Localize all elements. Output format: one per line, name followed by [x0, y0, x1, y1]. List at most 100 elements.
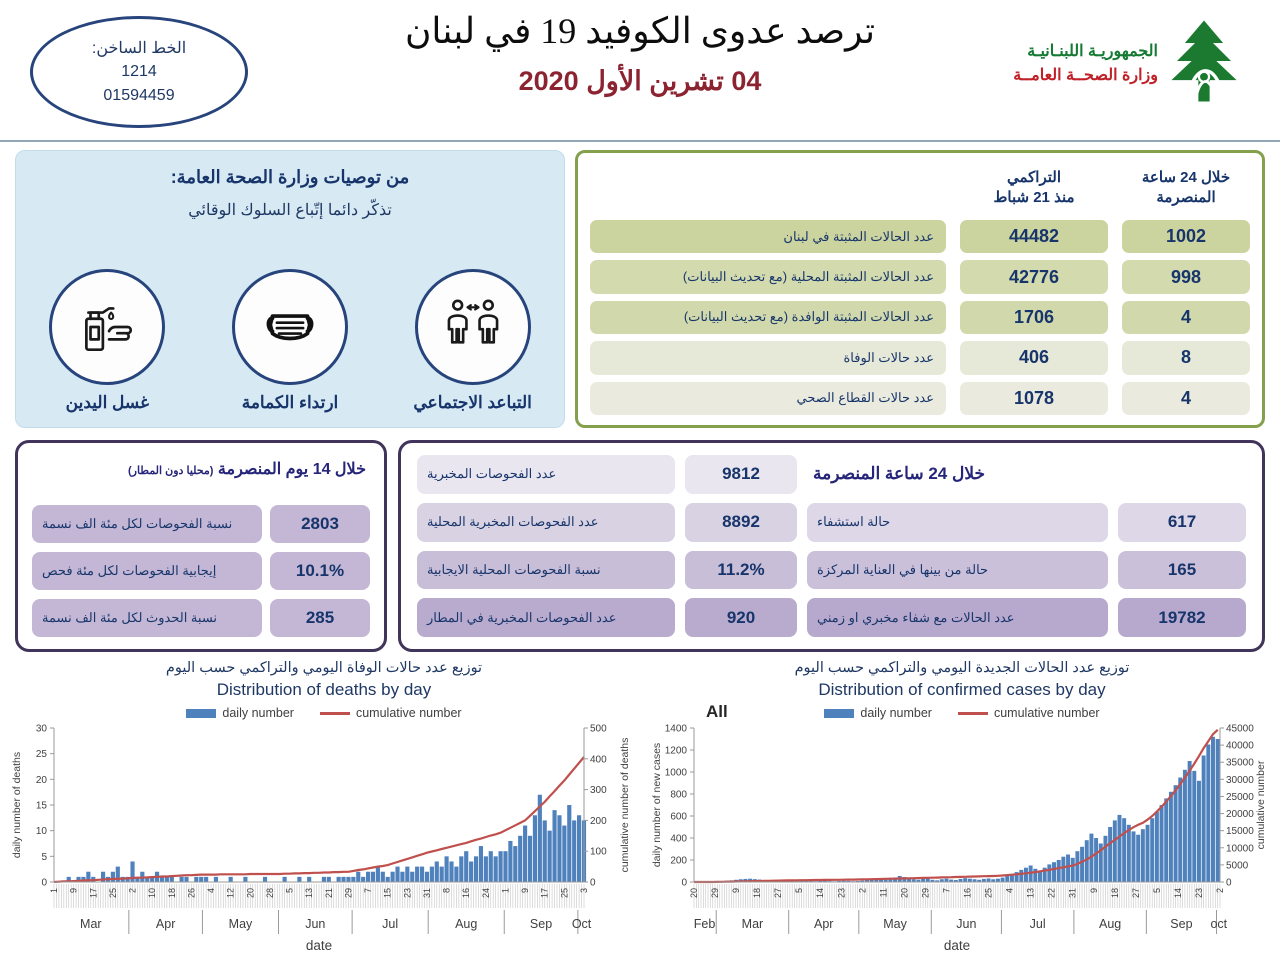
- row-label: عدد الحالات المثبتة في لبنان: [590, 220, 946, 254]
- metric-value: 165: [1118, 550, 1246, 590]
- svg-text:2: 2: [128, 888, 138, 893]
- svg-text:25: 25: [984, 888, 994, 898]
- svg-text:oct: oct: [1210, 917, 1227, 931]
- svg-text:Oct: Oct: [572, 917, 592, 931]
- metric-row: نسبة الفحوصات لكل مئة الف نسمة 2803: [32, 505, 370, 543]
- recommendation-face-mask: ارتداء الكمامة: [210, 269, 370, 413]
- value-24h: 998: [1122, 260, 1250, 294]
- cumulative-line-swatch: [319, 711, 350, 715]
- svg-text:16: 16: [963, 888, 973, 898]
- metric-value: 2803: [270, 505, 370, 543]
- svg-text:Apr: Apr: [814, 917, 833, 931]
- value-cumulative: 42776: [960, 260, 1108, 294]
- row-label: عدد حالات الوفاة: [590, 341, 946, 375]
- svg-text:12: 12: [226, 888, 236, 898]
- svg-text:29: 29: [343, 888, 353, 898]
- svg-text:20: 20: [899, 888, 909, 898]
- svg-text:28: 28: [265, 888, 275, 898]
- svg-text:500: 500: [590, 724, 607, 735]
- svg-text:29: 29: [920, 888, 930, 898]
- svg-text:18: 18: [752, 888, 762, 898]
- fourteen-day-rows: نسبة الفحوصات لكل مئة الف نسمة 2803 إيجا…: [32, 505, 370, 637]
- value-cumulative: 1078: [960, 381, 1108, 415]
- metric-label: عدد الفحوصات المخبرية: [417, 455, 675, 494]
- daily-bar-swatch: [186, 708, 217, 718]
- svg-text:7: 7: [363, 888, 373, 893]
- metric-row: إيجابية الفحوصات لكل مئة فحص 10.1%: [32, 552, 370, 590]
- cases-chart-plot: 0 200 400 600 800 1000 1200 1400 0 5000 10000 15000…: [648, 722, 1276, 960]
- svg-text:9: 9: [1089, 888, 1099, 893]
- metric-label: نسبة الحدوث لكل مئة الف نسمة: [32, 599, 262, 637]
- value-24h: 4: [1122, 381, 1250, 415]
- svg-text:300: 300: [590, 785, 607, 796]
- value-cumulative: 44482: [960, 220, 1108, 254]
- cedar-icon: [1168, 18, 1240, 109]
- row-label: عدد الحالات المثبتة الوافدة (مع تحديث ال…: [590, 300, 946, 335]
- hand-wash-icon: [49, 269, 166, 385]
- metric-value: 9812: [685, 455, 797, 494]
- deaths-chart: توزيع عدد حالات الوفاة اليومي والتراكمي …: [8, 660, 640, 958]
- svg-text:15: 15: [383, 888, 393, 898]
- svg-text:8: 8: [442, 888, 452, 893]
- value-24h: 1002: [1122, 220, 1250, 254]
- svg-text:24: 24: [481, 888, 491, 898]
- metric-value: 19782: [1118, 598, 1246, 637]
- svg-text:cumulative number: cumulative number: [1255, 760, 1267, 849]
- report-header: الخط الساخن: 1214 01594459 ترصد عدوى الك…: [0, 0, 1280, 142]
- svg-text:25000: 25000: [1226, 792, 1254, 803]
- daily-bar-swatch: [824, 708, 855, 718]
- metric-label: نسبة الفحوصات لكل مئة الف نسمة: [32, 505, 262, 543]
- svg-text:14: 14: [1173, 888, 1183, 898]
- recommendation-label: ارتداء الكمامة: [241, 393, 339, 412]
- metric-label: حالة استشفاء: [807, 502, 1108, 542]
- svg-text:18: 18: [1110, 888, 1120, 898]
- deaths-chart-legend: daily number cumulative number: [8, 704, 640, 722]
- svg-text:23: 23: [836, 888, 846, 898]
- svg-text:13: 13: [1026, 888, 1036, 898]
- svg-text:20000: 20000: [1226, 809, 1254, 820]
- value-cumulative: 406: [960, 341, 1108, 375]
- value-24h: 8: [1122, 341, 1250, 375]
- last24h-panel: عدد الفحوصات المخبرية 9812 خلال 24 ساعة …: [398, 440, 1265, 652]
- svg-text:21: 21: [324, 888, 334, 898]
- svg-text:30: 30: [36, 724, 48, 735]
- svg-text:9: 9: [69, 888, 79, 893]
- svg-text:5: 5: [41, 852, 47, 863]
- svg-text:0: 0: [681, 878, 687, 889]
- metric-value: 920: [685, 598, 797, 637]
- recommendations-panel: من توصيات وزارة الصحة العامة: تذكّر دائم…: [15, 150, 565, 428]
- svg-text:600: 600: [670, 812, 687, 823]
- svg-text:0: 0: [41, 878, 47, 889]
- svg-text:2: 2: [1215, 888, 1225, 893]
- recommendations-title: من توصيات وزارة الصحة العامة:: [170, 167, 410, 187]
- svg-text:Jul: Jul: [1030, 917, 1046, 931]
- series-filter-label: All: [706, 702, 728, 721]
- svg-text:10: 10: [147, 888, 157, 898]
- recommendations-subtitle: تذكّر دائما إتّباع السلوك الوقائي: [188, 202, 392, 219]
- recommendation-label: غسل اليدين: [65, 393, 149, 412]
- svg-text:5: 5: [1152, 888, 1162, 893]
- fourteen-day-panel: خلال 14 يوم المنصرمة (محليا دون المطار) …: [15, 440, 387, 652]
- deaths-chart-title-ar: توزيع عدد حالات الوفاة اليومي والتراكمي …: [165, 660, 483, 676]
- recommendation-icons-row: غسل اليدين ارتداء الكمامة: [16, 269, 564, 413]
- svg-text:Jul: Jul: [382, 917, 398, 931]
- metric-value: 617: [1118, 502, 1246, 542]
- cases-chart: توزيع عدد الحالات الجديدة اليومي والتراك…: [648, 660, 1276, 958]
- svg-text:5: 5: [794, 888, 804, 893]
- recommendation-label: التباعد الاجتماعي: [413, 393, 532, 412]
- svg-text:5: 5: [285, 888, 295, 893]
- svg-text:Jun: Jun: [956, 917, 976, 931]
- ministry-name: الجمهوريـة اللبنـانيـة وزارة الصحــة الع…: [1013, 40, 1158, 88]
- svg-text:4: 4: [206, 888, 216, 893]
- svg-text:Apr: Apr: [156, 917, 175, 931]
- svg-text:25: 25: [559, 888, 569, 898]
- fourteen-day-title: خلال 14 يوم المنصرمة (محليا دون المطار): [127, 461, 366, 478]
- svg-text:2: 2: [857, 888, 867, 893]
- ministry-line1: الجمهوريـة اللبنـانيـة: [1027, 42, 1158, 60]
- svg-text:1400: 1400: [665, 724, 688, 735]
- recommendation-hand-wash: غسل اليدين: [27, 269, 187, 413]
- svg-text:200: 200: [670, 856, 687, 867]
- svg-text:100: 100: [590, 847, 607, 858]
- svg-text:20: 20: [689, 888, 699, 898]
- hotline-number-short: 1214: [121, 63, 157, 81]
